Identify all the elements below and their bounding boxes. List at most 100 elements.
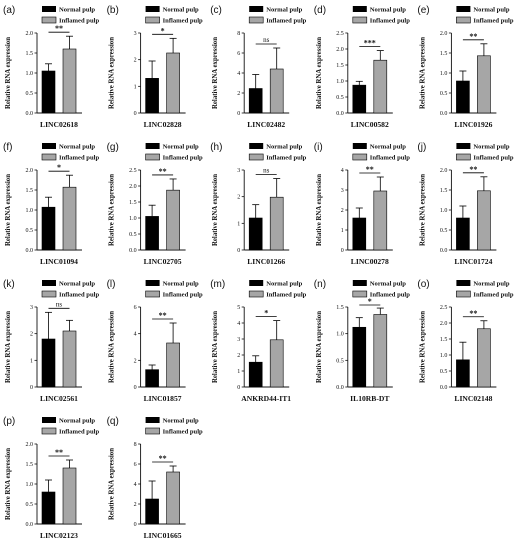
x-axis-label: LINC01857 <box>144 394 182 403</box>
legend-label-inflamed: Inflamed pulp <box>266 155 306 162</box>
bar-normal <box>248 88 263 114</box>
legend-label-normal: Normal pulp <box>59 281 95 288</box>
y-axis-label: Relative RNA expression <box>109 311 116 383</box>
y-tick-label: 0.0 <box>129 248 137 254</box>
legend-label-normal: Normal pulp <box>59 418 95 425</box>
y-tick-label: 2.0 <box>440 31 448 37</box>
bar-inflamed <box>477 328 491 388</box>
legend-label-normal: Normal pulp <box>163 281 199 288</box>
bar-inflamed <box>373 190 388 251</box>
y-tick-label: 0.5 <box>440 91 448 97</box>
legend-swatch-normal <box>145 6 160 12</box>
bar-normal <box>352 84 367 114</box>
y-axis-label: Relative RNA expression <box>419 311 426 383</box>
y-tick-label: 0 <box>134 522 137 528</box>
legend-label-normal: Normal pulp <box>370 144 406 151</box>
legend-label-inflamed: Inflamed pulp <box>473 292 513 299</box>
y-axis-label: Relative RNA expression <box>316 37 323 109</box>
panel-letter: (p) <box>3 416 15 427</box>
y-tick-label: 0.0 <box>440 248 448 254</box>
bar-inflamed <box>477 190 491 251</box>
significance-label: * <box>57 163 61 172</box>
y-tick-label: 0.5 <box>26 228 34 234</box>
y-tick-label: 0 <box>237 385 240 391</box>
legend-swatch-normal <box>249 6 264 12</box>
bar-inflamed <box>373 59 388 114</box>
y-tick-label: 1.0 <box>26 208 34 214</box>
y-tick-label: 2.0 <box>440 168 448 174</box>
legend-label-inflamed: Inflamed pulp <box>266 18 306 25</box>
y-tick-label: 1.0 <box>440 353 448 359</box>
bar-inflamed <box>62 330 77 388</box>
legend-label-inflamed: Inflamed pulp <box>163 155 203 162</box>
y-tick-label: 2.5 <box>129 168 137 174</box>
y-tick-label: 2.0 <box>440 321 448 327</box>
panel-i: (i) Normal pulp Inflamed pulp 0 1 2 3 4 Relative… <box>314 142 410 266</box>
y-axis-label: Relative RNA expression <box>109 174 116 246</box>
legend-swatch-normal <box>456 6 471 12</box>
x-axis-label: LINC02828 <box>144 120 182 129</box>
panel-letter: (f) <box>3 142 12 153</box>
bar-normal <box>456 359 470 388</box>
panel-d: (d) Normal pulp Inflamed pulp 0.0 0.5 1.0 1.5 2… <box>314 5 410 129</box>
panel-letter: (k) <box>3 279 15 290</box>
legend-label-normal: Normal pulp <box>473 144 509 151</box>
y-tick-label: 1.5 <box>336 63 344 69</box>
legend-label-normal: Normal pulp <box>370 281 406 288</box>
y-tick-label: 3 <box>237 337 240 343</box>
y-tick-label: 6 <box>134 462 137 468</box>
y-tick-label: 1 <box>134 84 137 90</box>
legend-label-inflamed: Inflamed pulp <box>473 155 513 162</box>
legend-label-normal: Normal pulp <box>163 144 199 151</box>
y-tick-label: 0 <box>341 248 344 254</box>
legend-label-normal: Normal pulp <box>59 7 95 14</box>
y-tick-label: 1.5 <box>336 305 344 311</box>
panel-letter: (d) <box>314 5 326 16</box>
x-axis-label: LINC01266 <box>247 257 285 266</box>
y-axis-label: Relative RNA expression <box>212 37 219 109</box>
y-tick-label: 1.5 <box>440 188 448 194</box>
legend-swatch-inflamed <box>352 153 368 161</box>
y-axis-label: Relative RNA expression <box>109 37 116 109</box>
y-axis-label: Relative RNA expression <box>419 174 426 246</box>
panel-letter: (e) <box>417 5 429 16</box>
y-tick-label: 0.5 <box>440 228 448 234</box>
y-tick-label: 0 <box>134 385 137 391</box>
legend-swatch-normal <box>42 280 56 286</box>
legend-swatch-inflamed <box>352 290 368 298</box>
y-tick-label: 6 <box>134 305 137 311</box>
y-tick-label: 0.0 <box>336 385 344 391</box>
panel-letter: (h) <box>210 142 222 153</box>
legend-swatch-inflamed <box>41 290 57 298</box>
y-tick-label: 4 <box>134 332 137 338</box>
significance-label: ** <box>55 448 63 457</box>
legend-swatch-inflamed <box>145 153 160 161</box>
y-tick-label: 1.0 <box>440 208 448 214</box>
legend-swatch-inflamed <box>145 290 160 298</box>
panel-f: (f) Normal pulp Inflamed pulp 0.0 0.5 1.0 1.5 2… <box>3 142 99 266</box>
y-tick-label: 0.0 <box>26 111 34 117</box>
y-tick-label: 1.0 <box>336 79 344 85</box>
y-tick-label: 0.0 <box>440 111 448 117</box>
y-tick-label: 6 <box>237 51 240 57</box>
y-tick-label: 0.5 <box>129 232 137 238</box>
significance-label: ns <box>263 36 270 44</box>
panel-letter: (b) <box>107 5 119 16</box>
legend-swatch-normal <box>352 143 367 149</box>
legend-swatch-inflamed <box>248 153 264 161</box>
significance-label: ns <box>56 300 63 308</box>
bar-normal <box>145 498 159 525</box>
y-axis-label: Relative RNA expression <box>212 174 219 246</box>
bar-normal <box>41 206 56 251</box>
bar-inflamed <box>166 471 180 525</box>
significance-label: *** <box>364 39 376 48</box>
significance-label: ns <box>263 167 270 175</box>
significance-label: ** <box>159 454 167 463</box>
y-tick-label: 0.5 <box>440 369 448 375</box>
y-tick-label: 1.0 <box>440 71 448 77</box>
legend-label-inflamed: Inflamed pulp <box>266 292 306 299</box>
legend-swatch-normal <box>145 280 160 286</box>
legend-swatch-inflamed <box>456 153 471 161</box>
y-tick-label: 2.0 <box>336 47 344 53</box>
legend-swatch-normal <box>352 6 367 12</box>
